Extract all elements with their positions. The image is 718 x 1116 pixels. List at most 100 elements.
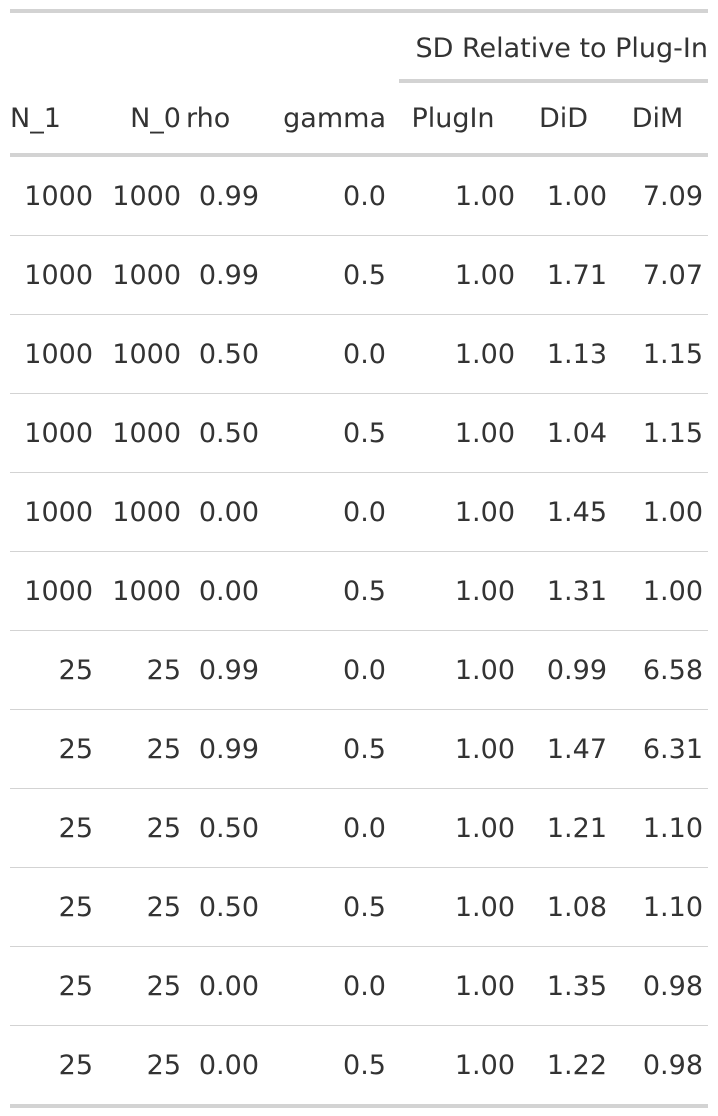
cell-plugin: 1.00 [391, 946, 520, 1026]
cell-rho: 0.50 [186, 867, 264, 947]
cell-rho: 0.00 [186, 1025, 264, 1108]
cell-plugin: 1.00 [391, 235, 520, 315]
column-spanner: SD Relative to Plug-In [399, 27, 708, 83]
cell-did: 1.45 [520, 472, 612, 552]
cell-did: 1.04 [520, 393, 612, 473]
cell-did: 1.08 [520, 867, 612, 947]
table-row: 25 25 0.50 0.0 1.00 1.21 1.10 [10, 788, 708, 868]
cell-dim: 7.07 [612, 235, 708, 315]
header-row: N_1 N_0 rho gamma PlugIn DiD DiM [10, 83, 708, 157]
cell-gamma: 0.5 [264, 867, 391, 947]
cell-gamma: 0.0 [264, 472, 391, 552]
column-header-n0: N_0 [98, 83, 186, 157]
cell-gamma: 0.5 [264, 393, 391, 473]
cell-n0: 1000 [98, 472, 186, 552]
cell-plugin: 1.00 [391, 314, 520, 394]
cell-rho: 0.00 [186, 472, 264, 552]
cell-dim: 1.10 [612, 867, 708, 947]
cell-did: 1.35 [520, 946, 612, 1026]
table-body: 1000 1000 0.99 0.0 1.00 1.00 7.09 1000 1000 0.99 0… [10, 155, 708, 1108]
cell-plugin: 1.00 [391, 867, 520, 947]
column-header-plugin: PlugIn [391, 83, 520, 157]
cell-dim: 1.10 [612, 788, 708, 868]
cell-n1: 25 [10, 867, 98, 947]
table-row: 1000 1000 0.50 0.0 1.00 1.13 1.15 [10, 314, 708, 394]
cell-dim: 7.09 [612, 155, 708, 236]
cell-n0: 25 [98, 709, 186, 789]
cell-n1: 1000 [10, 155, 98, 236]
cell-did: 1.21 [520, 788, 612, 868]
cell-gamma: 0.5 [264, 235, 391, 315]
spanner-rule [399, 79, 708, 83]
cell-gamma: 0.5 [264, 551, 391, 631]
table-row: 1000 1000 0.50 0.5 1.00 1.04 1.15 [10, 393, 708, 473]
table-row: 25 25 0.99 0.0 1.00 0.99 6.58 [10, 630, 708, 710]
cell-did: 1.22 [520, 1025, 612, 1108]
cell-n0: 25 [98, 946, 186, 1026]
cell-plugin: 1.00 [391, 155, 520, 236]
cell-rho: 0.50 [186, 788, 264, 868]
table-row: 25 25 0.99 0.5 1.00 1.47 6.31 [10, 709, 708, 789]
cell-rho: 0.50 [186, 314, 264, 394]
cell-did: 1.31 [520, 551, 612, 631]
cell-rho: 0.99 [186, 235, 264, 315]
table-row: 1000 1000 0.00 0.0 1.00 1.45 1.00 [10, 472, 708, 552]
cell-dim: 1.00 [612, 551, 708, 631]
cell-dim: 0.98 [612, 1025, 708, 1108]
cell-n0: 25 [98, 1025, 186, 1108]
cell-gamma: 0.5 [264, 1025, 391, 1108]
cell-gamma: 0.0 [264, 314, 391, 394]
column-header-n1: N_1 [10, 83, 98, 157]
cell-n1: 1000 [10, 551, 98, 631]
cell-rho: 0.99 [186, 630, 264, 710]
cell-plugin: 1.00 [391, 1025, 520, 1108]
cell-rho: 0.99 [186, 709, 264, 789]
cell-rho: 0.99 [186, 155, 264, 236]
cell-plugin: 1.00 [391, 788, 520, 868]
table-row: 1000 1000 0.99 0.5 1.00 1.71 7.07 [10, 235, 708, 315]
cell-n1: 25 [10, 709, 98, 789]
top-rule [10, 9, 708, 13]
spanner-label: SD Relative to Plug-In [415, 33, 708, 64]
column-header-dim: DiM [612, 83, 708, 157]
cell-dim: 6.58 [612, 630, 708, 710]
cell-did: 1.71 [520, 235, 612, 315]
cell-n0: 1000 [98, 393, 186, 473]
cell-n0: 1000 [98, 235, 186, 315]
cell-did: 1.00 [520, 155, 612, 236]
cell-n0: 25 [98, 630, 186, 710]
cell-n0: 25 [98, 867, 186, 947]
cell-n1: 25 [10, 630, 98, 710]
cell-gamma: 0.0 [264, 946, 391, 1026]
cell-dim: 6.31 [612, 709, 708, 789]
table-row: 25 25 0.00 0.0 1.00 1.35 0.98 [10, 946, 708, 1026]
cell-plugin: 1.00 [391, 551, 520, 631]
cell-n1: 1000 [10, 314, 98, 394]
cell-n1: 1000 [10, 235, 98, 315]
cell-did: 1.13 [520, 314, 612, 394]
cell-plugin: 1.00 [391, 472, 520, 552]
cell-n1: 25 [10, 788, 98, 868]
cell-gamma: 0.5 [264, 709, 391, 789]
table-row: 1000 1000 0.99 0.0 1.00 1.00 7.09 [10, 155, 708, 236]
cell-n0: 1000 [98, 155, 186, 236]
cell-plugin: 1.00 [391, 709, 520, 789]
cell-gamma: 0.0 [264, 788, 391, 868]
table-row: 1000 1000 0.00 0.5 1.00 1.31 1.00 [10, 551, 708, 631]
cell-n1: 25 [10, 1025, 98, 1108]
table-row: 25 25 0.50 0.5 1.00 1.08 1.10 [10, 867, 708, 947]
cell-rho: 0.50 [186, 393, 264, 473]
cell-gamma: 0.0 [264, 155, 391, 236]
cell-rho: 0.00 [186, 946, 264, 1026]
cell-plugin: 1.00 [391, 630, 520, 710]
cell-plugin: 1.00 [391, 393, 520, 473]
column-header-did: DiD [520, 83, 612, 157]
column-header-rho: rho [186, 83, 264, 157]
cell-dim: 0.98 [612, 946, 708, 1026]
cell-rho: 0.00 [186, 551, 264, 631]
data-table: N_1 N_0 rho gamma PlugIn DiD DiM 1000 100… [10, 83, 708, 1108]
column-header-gamma: gamma [264, 83, 391, 157]
cell-n1: 25 [10, 946, 98, 1026]
cell-n0: 1000 [98, 314, 186, 394]
